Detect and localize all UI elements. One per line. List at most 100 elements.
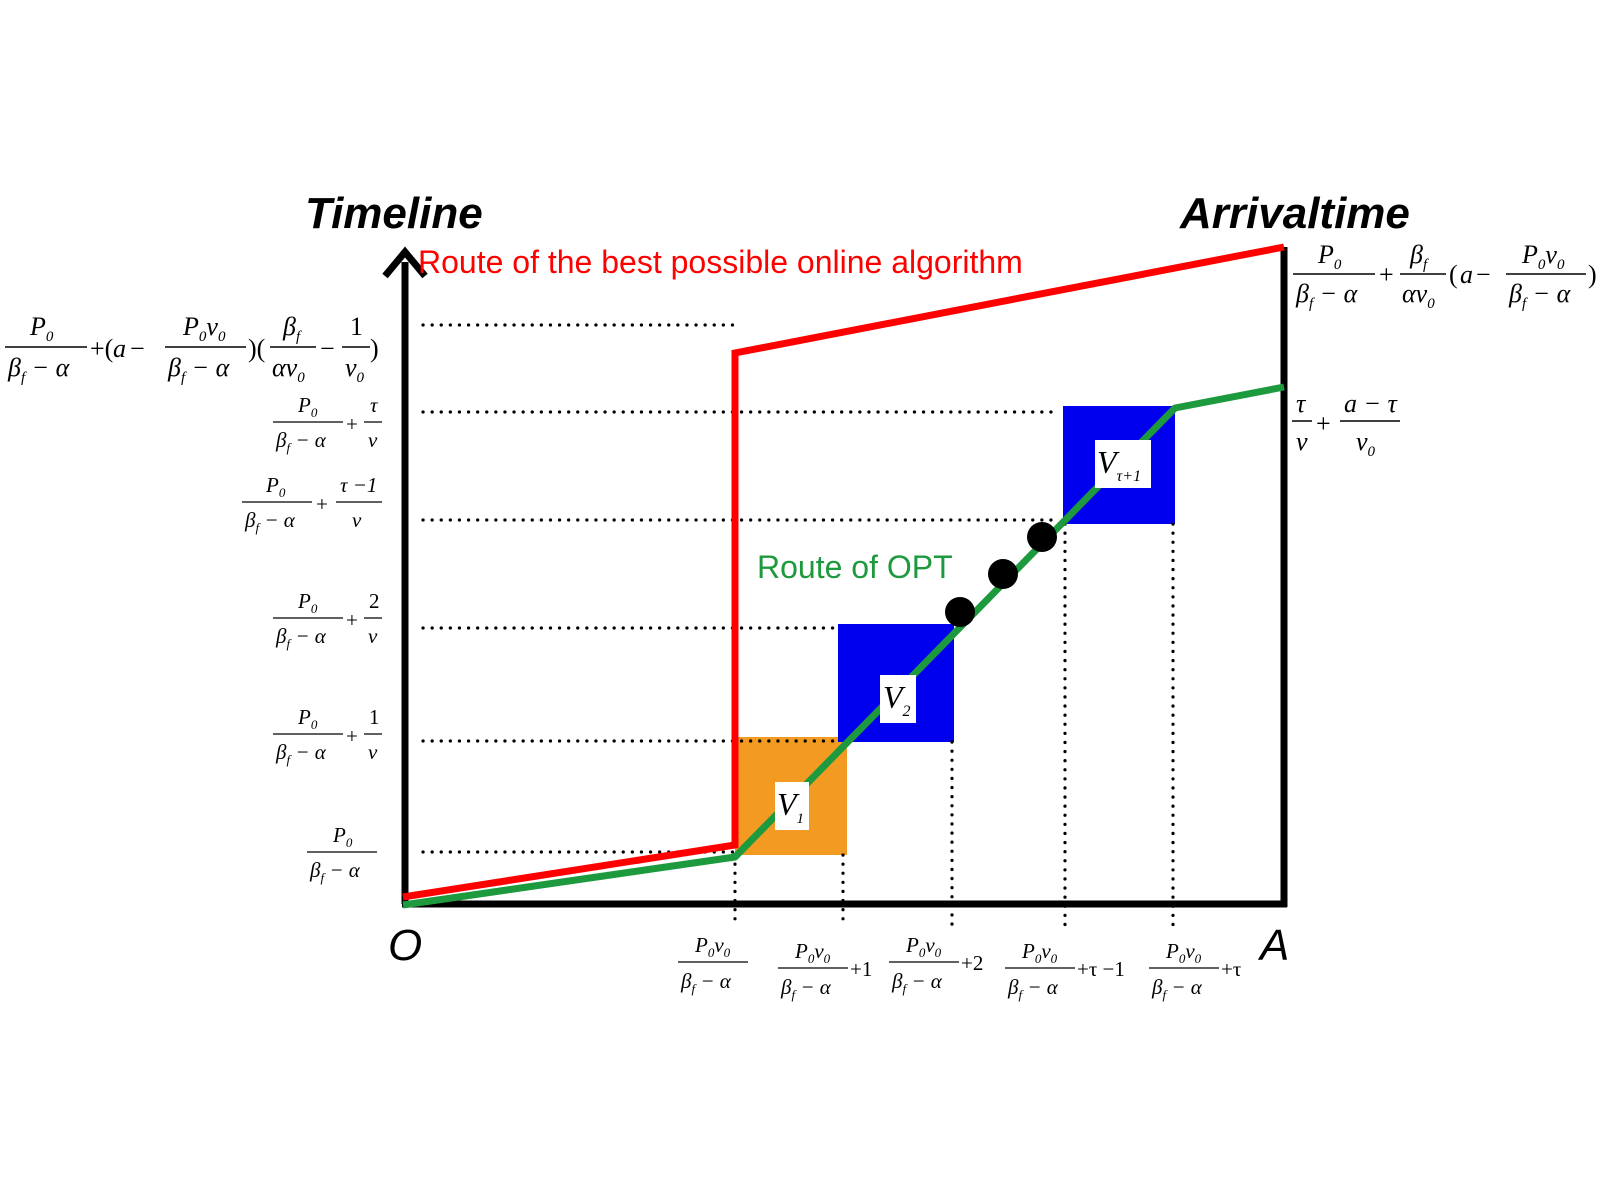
block-v-tau-plus-1-name: Vτ+1 bbox=[1097, 444, 1141, 485]
x5-den: βf − α bbox=[1151, 975, 1203, 1002]
block-v2-label: V2 bbox=[880, 675, 916, 723]
x-label-4: P0v0 βf − α +τ −1 bbox=[1005, 939, 1125, 1002]
axes bbox=[382, 246, 1288, 908]
r-opt-f2-den: v0 bbox=[1356, 427, 1376, 460]
right-label-top: P0 βf − α + βf αv0 ( a − P0v0 βf − α ) bbox=[1293, 240, 1597, 312]
y-taum1-f1-num: P0 bbox=[265, 473, 286, 500]
y-two-plus: + bbox=[346, 608, 358, 632]
y-one-plus: + bbox=[346, 724, 358, 748]
y-one-f1-num: P0 bbox=[297, 705, 318, 732]
x1-den: βf − α bbox=[680, 969, 732, 996]
y-top-f2-den: βf − α bbox=[167, 353, 231, 386]
y-taum1-f2-num: τ −1 bbox=[340, 473, 377, 497]
y-one-f2-num: 1 bbox=[369, 705, 380, 729]
y-label-base: P0 βf − α bbox=[307, 823, 377, 885]
y-label-top: P0 βf − α +( a − P0v0 βf − α )( βf αv0 −… bbox=[5, 312, 379, 386]
y-top-f4-den: v0 bbox=[345, 353, 365, 386]
x-label-1: P0v0 βf − α bbox=[678, 933, 748, 996]
intermediate-dots bbox=[945, 522, 1057, 627]
opt-route-line bbox=[402, 383, 1285, 909]
horizontal-guides bbox=[421, 323, 1062, 854]
origin-label: O bbox=[388, 921, 422, 970]
y-tau-f2-num: τ bbox=[370, 393, 379, 417]
r-opt-plus: + bbox=[1316, 409, 1331, 438]
r-top-f1-num: P0 bbox=[1317, 240, 1342, 273]
y-two-f2-den: v bbox=[368, 624, 378, 648]
x3-den: βf − α bbox=[891, 969, 943, 996]
block-v2-label-bg bbox=[880, 675, 916, 723]
y-label-two-over-v: P0 βf − α + 2 v bbox=[273, 589, 382, 651]
y-taum1-f2-den: v bbox=[352, 508, 362, 532]
y-top-f1-num: P0 bbox=[29, 312, 54, 345]
x2-suffix: +1 bbox=[850, 957, 872, 981]
y-top-f1-den: βf − α bbox=[7, 353, 71, 386]
y-label-tau-over-v: P0 βf − α + τ v bbox=[273, 393, 382, 455]
block-v1-label: V1 bbox=[775, 782, 809, 830]
y-label-one-over-v: P0 βf − α + 1 v bbox=[273, 705, 382, 767]
y-top-f2-num: P0v0 bbox=[182, 312, 226, 345]
y-two-f2-num: 2 bbox=[369, 589, 380, 613]
x4-suffix: +τ −1 bbox=[1077, 957, 1125, 981]
r-top-f2-num: βf bbox=[1409, 240, 1429, 273]
r-top-close: ) bbox=[1588, 260, 1597, 289]
block-v2-name: V2 bbox=[883, 679, 911, 720]
y-top-paren: )( bbox=[248, 334, 265, 363]
block-v1-label-bg bbox=[775, 782, 809, 830]
online-route-label: Route of the best possible online algori… bbox=[418, 244, 1023, 280]
dot-1 bbox=[945, 597, 975, 627]
y-top-minus2: − bbox=[320, 334, 335, 363]
y-two-f1-num: P0 bbox=[297, 589, 318, 616]
right-label-opt-end: τ v + a − τ v0 bbox=[1292, 389, 1400, 460]
x4-den: βf − α bbox=[1007, 975, 1059, 1002]
r-top-open: ( bbox=[1449, 260, 1458, 289]
r-top-f3-num: P0v0 bbox=[1521, 240, 1565, 273]
y-axis-arrowhead bbox=[382, 246, 428, 279]
r-opt-f2-num: a − τ bbox=[1344, 389, 1399, 418]
timeline-title: Timeline bbox=[305, 189, 483, 238]
x-label-3: P0v0 βf − α +2 bbox=[889, 933, 983, 996]
vertical-guides bbox=[733, 522, 1175, 927]
block-v-tau-plus-1-label-bg bbox=[1095, 440, 1151, 488]
y-tau-plus: + bbox=[346, 412, 358, 436]
y-base-den: βf − α bbox=[309, 858, 361, 885]
block-v1-name: V1 bbox=[777, 786, 804, 827]
y-top-a: a bbox=[113, 334, 126, 363]
y-top-f3-num: βf bbox=[282, 312, 302, 345]
y-top-f3-den: αv0 bbox=[272, 353, 305, 386]
y-label-tau-minus-1: P0 βf − α + τ −1 v bbox=[242, 473, 382, 535]
y-top-plus-paren: +( bbox=[90, 334, 113, 363]
y-taum1-plus: + bbox=[316, 492, 328, 516]
x5-num: P0v0 bbox=[1165, 939, 1202, 966]
y-top-minus: − bbox=[130, 334, 145, 363]
y-top-f4-num: 1 bbox=[350, 312, 363, 341]
x3-suffix: +2 bbox=[961, 951, 983, 975]
x-label-2: P0v0 βf − α +1 bbox=[778, 939, 872, 1002]
x4-num: P0v0 bbox=[1021, 939, 1058, 966]
dot-2 bbox=[988, 559, 1018, 589]
block-v-tau-plus-1-label: Vτ+1 bbox=[1095, 440, 1151, 488]
online-route-line bbox=[402, 243, 1285, 901]
y-top-close: ) bbox=[370, 334, 379, 363]
y-one-f1-den: βf − α bbox=[275, 740, 327, 767]
y-one-f2-den: v bbox=[368, 740, 378, 764]
r-top-f2-den: αv0 bbox=[1402, 279, 1435, 312]
x5-suffix: +τ bbox=[1221, 957, 1241, 981]
r-top-plus: + bbox=[1379, 260, 1394, 289]
x3-num: P0v0 bbox=[905, 933, 942, 960]
x2-num: P0v0 bbox=[794, 939, 831, 966]
r-top-a: a bbox=[1460, 260, 1473, 289]
opt-route-label: Route of OPT bbox=[757, 549, 953, 585]
y-taum1-f1-den: βf − α bbox=[244, 508, 296, 535]
x2-den: βf − α bbox=[780, 975, 832, 1002]
y-tau-f1-num: P0 bbox=[297, 393, 318, 420]
r-opt-f1-num: τ bbox=[1296, 389, 1307, 418]
arrival-time-title: Arrivaltime bbox=[1179, 189, 1410, 238]
r-top-f3-den: βf − α bbox=[1508, 279, 1572, 312]
r-opt-f1-den: v bbox=[1296, 427, 1308, 456]
x1-num: P0v0 bbox=[694, 933, 731, 960]
dot-3 bbox=[1027, 522, 1057, 552]
r-top-f1-den: βf − α bbox=[1295, 279, 1359, 312]
r-top-minus: − bbox=[1476, 260, 1491, 289]
x-label-5: P0v0 βf − α +τ bbox=[1149, 939, 1241, 1002]
